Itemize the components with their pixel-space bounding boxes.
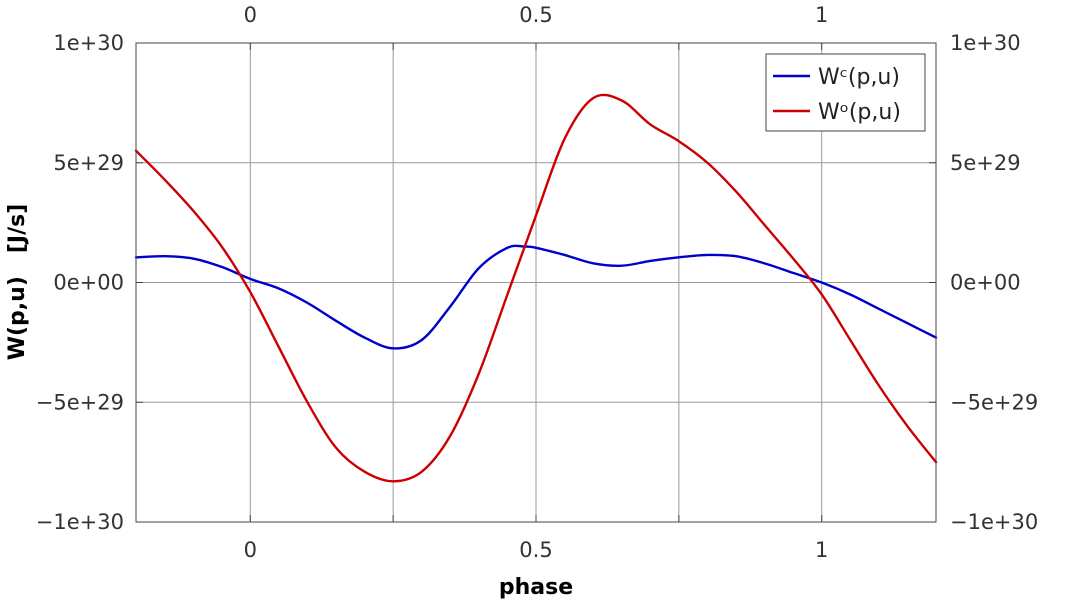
y-tick-label-right: −5e+29	[950, 390, 1038, 414]
x-axis-title: phase	[499, 575, 573, 600]
series-line-wc	[134, 244, 938, 350]
series-lines	[134, 93, 938, 483]
x-tick-label-bottom: 0.5	[519, 538, 552, 562]
series-line-wo	[134, 93, 938, 483]
x-tick-label-bottom: 1	[815, 538, 828, 562]
x-tick-label-top: 0	[244, 3, 257, 27]
y-tick-label-left: 0e+00	[53, 271, 124, 295]
y-tick-label-left: −5e+29	[36, 390, 124, 414]
x-tick-label-top: 1	[815, 3, 828, 27]
y-tick-label-right: 5e+29	[950, 151, 1021, 175]
legend-label-wc: Wᶜ(p,u)	[818, 65, 900, 90]
legend-label-wo: Wᵒ(p,u)	[818, 100, 901, 125]
y-axis-title: W(p,u) [J/s]	[5, 204, 30, 361]
y-tick-label-left: 1e+30	[53, 31, 124, 55]
x-tick-label-top: 0.5	[519, 3, 552, 27]
tick-marks	[136, 42, 936, 523]
legend-box	[765, 53, 926, 132]
y-tick-label-right: 0e+00	[950, 271, 1021, 295]
y-tick-label-left: −1e+30	[36, 510, 124, 534]
y-tick-label-left: 5e+29	[53, 151, 124, 175]
y-tick-label-right: −1e+30	[950, 510, 1038, 534]
x-tick-label-bottom: 0	[244, 538, 257, 562]
y-tick-label-right: 1e+30	[950, 31, 1021, 55]
tick-labels: 0 0 0.5 0.5 1 1 −1e+30 −1e+30 −5e+29 −5e+29 0e+00 0…	[36, 3, 1038, 562]
legend: Wᶜ(p,u) Wᵒ(p,u)	[765, 53, 926, 132]
